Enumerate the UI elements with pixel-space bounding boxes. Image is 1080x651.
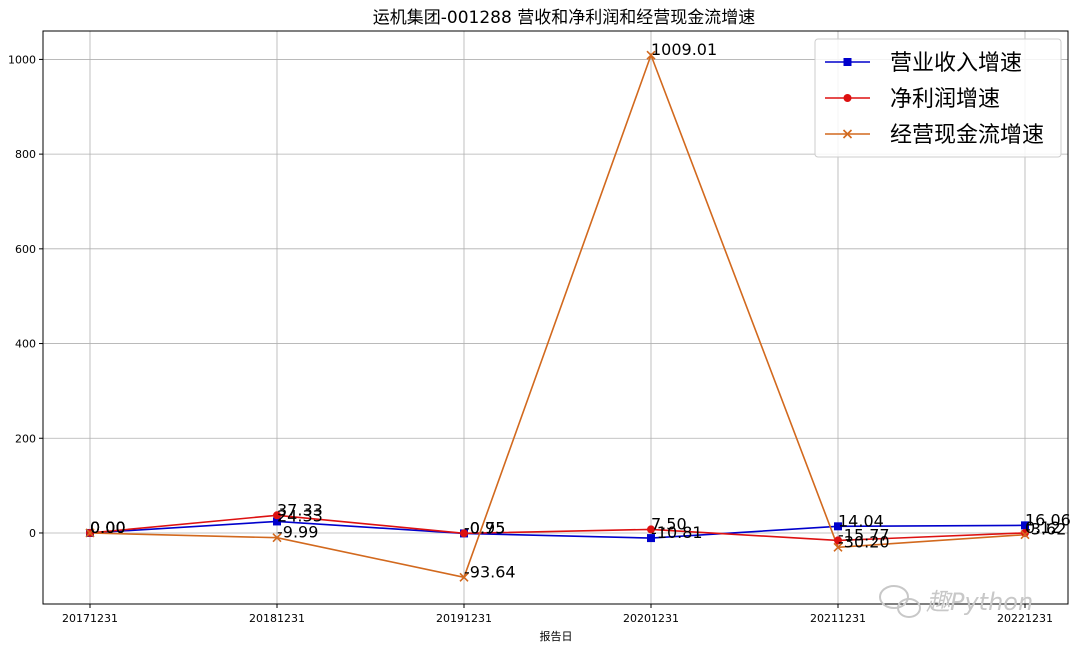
series-lines (89, 52, 1026, 579)
legend-label: 净利润增速 (890, 87, 1000, 112)
data-point (1020, 530, 1030, 540)
data-label: 0.00 (90, 518, 126, 537)
legend-marker (843, 58, 852, 66)
data-label: 7.50 (651, 514, 687, 533)
series-line (89, 514, 1026, 542)
data-point (459, 572, 469, 582)
legend-label: 营业收入增速 (890, 51, 1022, 76)
x-tick-label: 20171231 (62, 612, 118, 625)
data-label: -3.62 (1025, 520, 1066, 539)
x-tick-label: 20221231 (997, 612, 1053, 625)
y-tick-label: 600 (15, 243, 36, 256)
data-label: 14.04 (838, 511, 884, 530)
data-point (85, 528, 95, 538)
data-label: 37.33 (277, 500, 323, 519)
wechat-icon (879, 585, 921, 618)
data-label: 16.06 (1025, 510, 1071, 529)
legend-marker (843, 94, 852, 102)
data-point (833, 542, 843, 552)
x-tick-label: 20211231 (810, 612, 866, 625)
data-point (460, 529, 468, 538)
series-line (89, 52, 1026, 579)
watermark: 趣Python (879, 585, 1033, 618)
data-label: -9.99 (277, 523, 318, 542)
data-point (834, 522, 842, 531)
series-line (89, 520, 1026, 539)
y-tick-label: 1000 (8, 53, 36, 66)
x-tick-label: 20201231 (623, 612, 679, 625)
axis-ticks: 20171231 20181231 20191231 20201231 20211231… (8, 53, 1053, 625)
data-point (646, 50, 656, 60)
data-point (1021, 521, 1029, 530)
chart-title: 运机集团-001288 营收和净利润和经营现金流增速 (373, 8, 755, 28)
y-tick-label: 800 (15, 148, 36, 161)
data-point (647, 534, 655, 543)
watermark-text: 趣Python (926, 588, 1033, 616)
data-label: -93.64 (464, 562, 516, 581)
y-tick-label: 200 (15, 432, 36, 445)
data-point (834, 536, 842, 545)
data-label: -30.20 (838, 532, 890, 551)
data-label: -10.81 (651, 523, 703, 542)
data-point (273, 511, 281, 520)
x-axis-label: 报告日 (540, 629, 573, 643)
data-point (647, 525, 655, 534)
series-markers (85, 50, 1030, 582)
plot-frame (42, 30, 1069, 605)
data-label: -0.75 (464, 518, 505, 537)
data-point (272, 533, 282, 543)
data-label: 0.00 (90, 518, 126, 537)
data-point (273, 517, 281, 526)
legend-label: 经营现金流增速 (890, 123, 1044, 148)
y-tick-label: 0 (29, 527, 36, 540)
x-tick-label: 20181231 (249, 612, 305, 625)
data-label: -0.95 (464, 518, 505, 537)
data-label: 0.00 (90, 518, 126, 537)
data-label: 1009.01 (651, 40, 717, 59)
legend-marker (842, 129, 853, 139)
data-label: 0.12 (1025, 518, 1061, 537)
y-tick-label: 400 (15, 338, 36, 351)
data-label: -15.77 (838, 525, 890, 544)
data-point (1021, 528, 1029, 537)
data-label: 24.33 (277, 506, 323, 525)
legend-frame (814, 38, 1062, 158)
x-tick-label: 20191231 (436, 612, 492, 625)
